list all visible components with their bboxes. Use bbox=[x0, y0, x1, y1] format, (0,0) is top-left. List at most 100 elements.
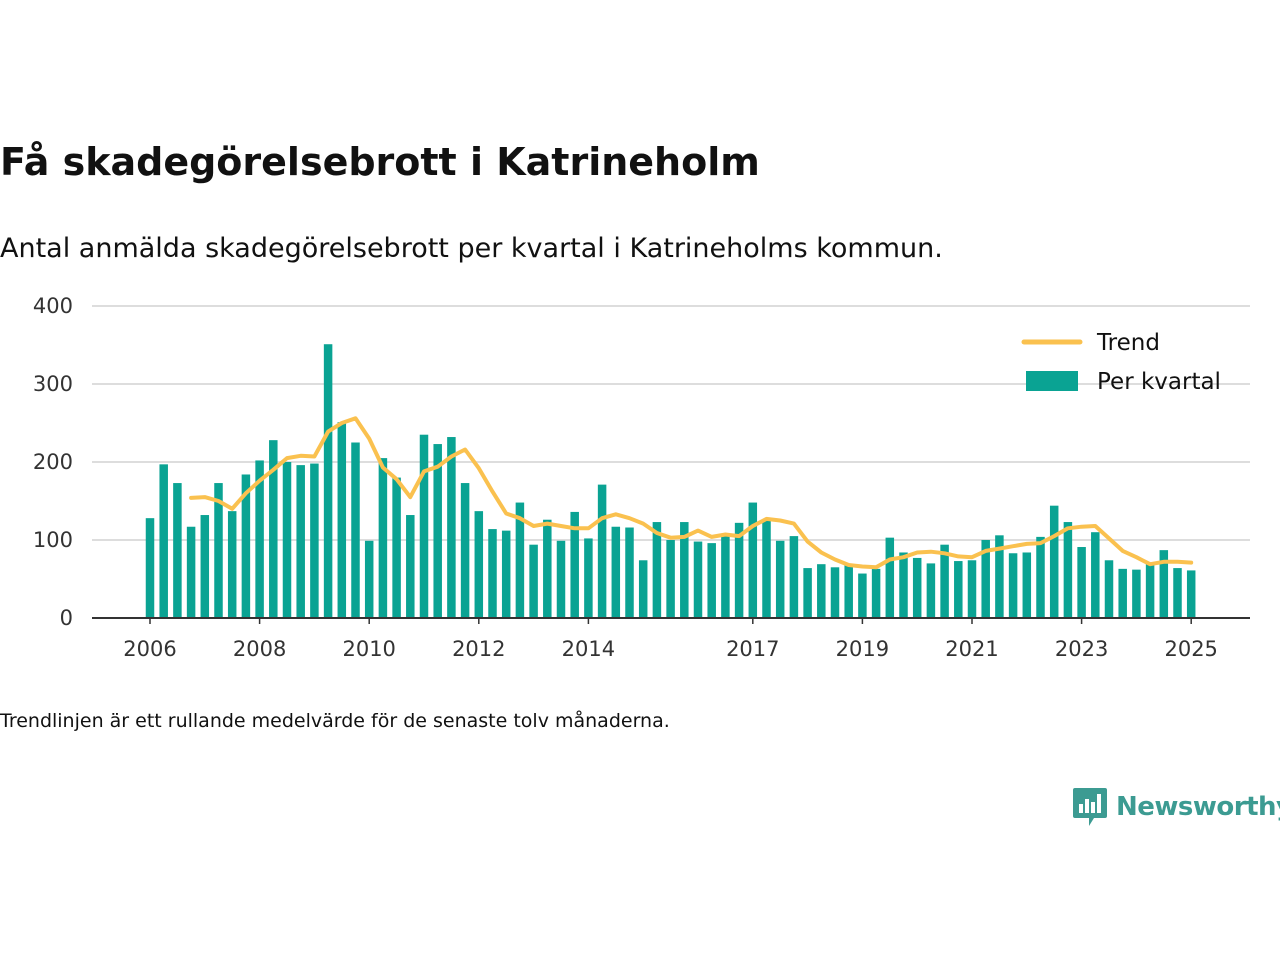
y-tick-label: 400 bbox=[33, 294, 73, 318]
bar bbox=[1104, 560, 1114, 618]
bar bbox=[981, 540, 990, 618]
bar bbox=[227, 511, 237, 618]
axes: 0 100 200 300 400 2006 2008 2010 2012 2014 2017 201… bbox=[33, 294, 1250, 661]
bar bbox=[159, 464, 168, 618]
bar bbox=[269, 440, 278, 618]
bar bbox=[433, 444, 442, 618]
bar bbox=[899, 552, 908, 618]
bar bbox=[241, 474, 251, 618]
x-tick-label: 2008 bbox=[233, 637, 286, 661]
bar bbox=[200, 515, 210, 618]
bar bbox=[310, 463, 319, 618]
bar bbox=[1186, 570, 1196, 618]
bar bbox=[666, 540, 675, 618]
bar bbox=[762, 519, 771, 618]
bar bbox=[1145, 563, 1155, 618]
bar bbox=[501, 530, 511, 618]
bar bbox=[912, 557, 922, 618]
x-tick-label: 2006 bbox=[123, 637, 176, 661]
bar bbox=[378, 458, 388, 618]
legend-bar-swatch bbox=[1026, 371, 1078, 391]
bar bbox=[145, 518, 155, 618]
bar bbox=[803, 568, 812, 618]
bar bbox=[570, 511, 579, 618]
bar bbox=[543, 519, 552, 618]
bar bbox=[707, 543, 716, 618]
bars bbox=[145, 344, 1196, 618]
chart-subtitle: Antal anmälda skadegörelsebrott per kvar… bbox=[0, 233, 943, 264]
bar bbox=[830, 567, 840, 618]
x-tick-label: 2014 bbox=[562, 637, 615, 661]
bar bbox=[173, 483, 182, 618]
newsworthy-logo-icon bbox=[1073, 788, 1107, 826]
bar bbox=[871, 568, 881, 618]
bar bbox=[817, 564, 826, 618]
bar bbox=[255, 460, 264, 618]
bar bbox=[967, 560, 977, 618]
trend-line bbox=[189, 416, 1194, 570]
y-tick-label: 100 bbox=[33, 528, 73, 552]
bar bbox=[652, 522, 662, 618]
legend: Trend Per kvartal bbox=[1021, 330, 1221, 395]
x-tick-label: 2025 bbox=[1164, 637, 1217, 661]
bar bbox=[515, 502, 525, 618]
y-tick-label: 300 bbox=[33, 372, 73, 396]
newsworthy-logo-text: Newsworthy bbox=[1116, 792, 1280, 822]
x-tick-label: 2021 bbox=[945, 637, 998, 661]
legend-trend-label: Trend bbox=[1096, 330, 1160, 356]
bar bbox=[488, 529, 497, 618]
bar bbox=[638, 560, 648, 618]
bar bbox=[447, 437, 456, 618]
bar bbox=[529, 544, 538, 618]
bar bbox=[364, 540, 374, 618]
bar bbox=[995, 535, 1004, 618]
bar bbox=[1022, 552, 1032, 618]
x-tick-label: 2017 bbox=[726, 637, 779, 661]
bar bbox=[556, 540, 566, 618]
bar bbox=[858, 573, 867, 618]
chart-title: Få skadegörelsebrott i Katrineholm bbox=[0, 140, 760, 184]
bar bbox=[584, 538, 593, 618]
bar bbox=[296, 465, 305, 618]
bar bbox=[1132, 569, 1141, 618]
bar bbox=[721, 535, 730, 618]
bar bbox=[734, 522, 744, 618]
bar bbox=[474, 511, 484, 618]
bar bbox=[419, 434, 429, 618]
bar bbox=[323, 344, 333, 618]
bar bbox=[625, 527, 634, 618]
bar bbox=[748, 502, 758, 618]
bar bbox=[351, 442, 360, 618]
bar bbox=[392, 477, 401, 618]
bar bbox=[214, 483, 223, 618]
bar bbox=[1159, 550, 1169, 618]
bar bbox=[1049, 505, 1059, 618]
bar bbox=[611, 526, 621, 618]
y-tick-label: 200 bbox=[33, 450, 73, 474]
bar bbox=[940, 544, 949, 618]
newsworthy-logo[interactable]: Newsworthy bbox=[1072, 786, 1280, 828]
bar bbox=[775, 540, 785, 618]
x-tick-label: 2012 bbox=[452, 637, 505, 661]
bar bbox=[954, 561, 963, 618]
bar bbox=[337, 422, 347, 618]
x-tick-label: 2023 bbox=[1055, 637, 1108, 661]
chart: 0 100 200 300 400 2006 2008 2010 2012 2014 2017 201… bbox=[33, 294, 1250, 661]
bar bbox=[1008, 553, 1018, 618]
y-tick-label: 0 bbox=[60, 606, 73, 630]
bar bbox=[789, 536, 799, 618]
bar bbox=[1077, 547, 1086, 618]
bar bbox=[597, 484, 607, 618]
bar bbox=[406, 515, 415, 618]
bar bbox=[1091, 532, 1100, 618]
bar bbox=[680, 522, 689, 618]
x-tick-label: 2010 bbox=[342, 637, 395, 661]
bar bbox=[1036, 536, 1045, 618]
bar bbox=[282, 462, 292, 618]
bar bbox=[1173, 568, 1182, 618]
bar bbox=[926, 563, 936, 618]
bar bbox=[460, 483, 470, 618]
bar bbox=[844, 564, 853, 618]
bar bbox=[885, 537, 895, 618]
footnote: Trendlinjen är ett rullande medelvärde f… bbox=[0, 710, 670, 732]
